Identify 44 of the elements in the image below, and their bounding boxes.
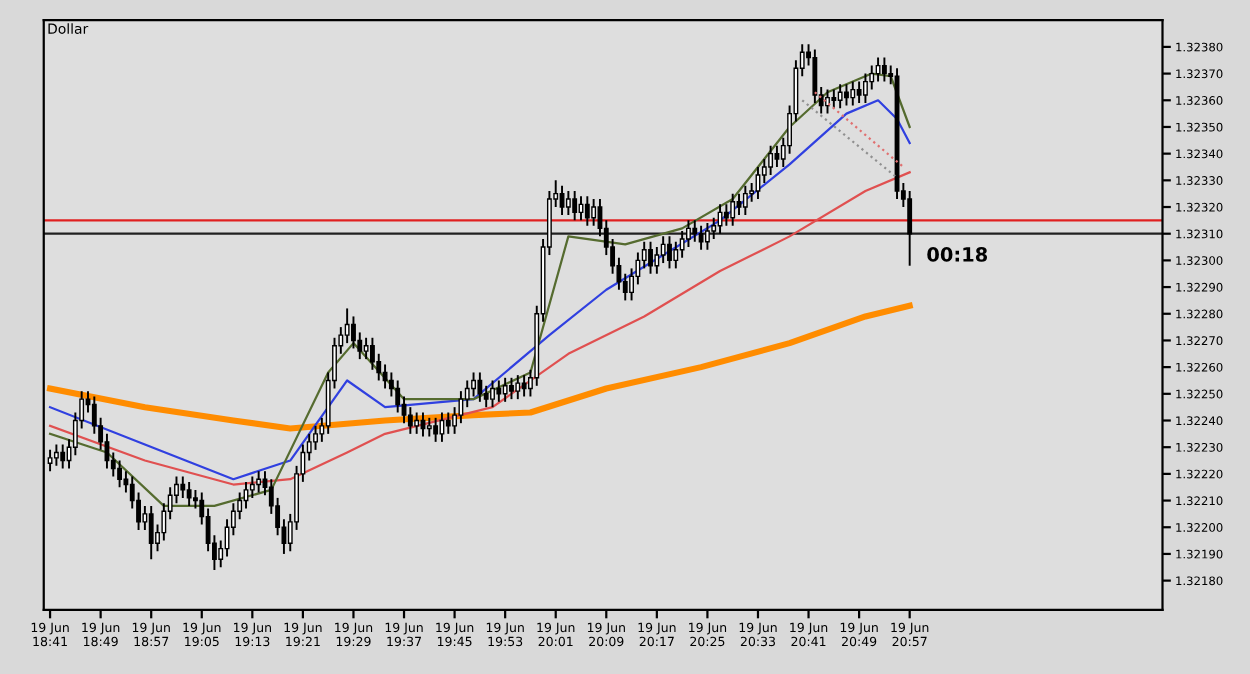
candlestick bbox=[515, 374, 521, 401]
candlestick bbox=[117, 459, 123, 489]
candlestick bbox=[723, 203, 729, 227]
candlestick bbox=[862, 72, 868, 104]
candlestick bbox=[433, 416, 439, 443]
candlestick bbox=[875, 56, 881, 83]
candlestick bbox=[648, 240, 653, 275]
candlestick bbox=[148, 504, 154, 561]
candlestick bbox=[496, 379, 502, 403]
candlestick bbox=[414, 411, 420, 435]
candlestick bbox=[502, 376, 508, 403]
candlestick bbox=[60, 443, 66, 470]
candlestick bbox=[186, 480, 192, 507]
candlestick bbox=[831, 88, 837, 110]
candlestick bbox=[768, 144, 774, 176]
candlestick bbox=[837, 83, 843, 110]
candlestick bbox=[521, 374, 527, 398]
candlestick bbox=[736, 192, 742, 216]
candlestick bbox=[730, 192, 736, 227]
candlestick bbox=[477, 371, 483, 403]
candlestick bbox=[591, 198, 597, 227]
candlestick bbox=[881, 56, 887, 83]
candlestick bbox=[180, 475, 186, 499]
candlestick bbox=[256, 470, 262, 494]
candlestick bbox=[584, 195, 590, 227]
candlestick bbox=[742, 184, 748, 216]
candlestick bbox=[907, 190, 913, 267]
candlestick bbox=[509, 376, 514, 401]
candlestick bbox=[774, 144, 780, 168]
candlestick bbox=[704, 222, 710, 251]
candlestick bbox=[572, 190, 578, 222]
candlestick bbox=[53, 443, 59, 467]
candlestick bbox=[844, 83, 849, 107]
candlestick bbox=[856, 80, 862, 104]
candlestick bbox=[426, 416, 432, 438]
candlestick bbox=[363, 336, 369, 361]
candlestick bbox=[667, 235, 672, 270]
candlestick bbox=[692, 219, 698, 243]
candlestick bbox=[490, 379, 495, 409]
candlestick bbox=[698, 224, 704, 251]
candlestick bbox=[445, 411, 451, 435]
annotation: 00:18 bbox=[927, 247, 988, 262]
candlestick bbox=[565, 190, 571, 216]
candlestick bbox=[850, 80, 856, 107]
